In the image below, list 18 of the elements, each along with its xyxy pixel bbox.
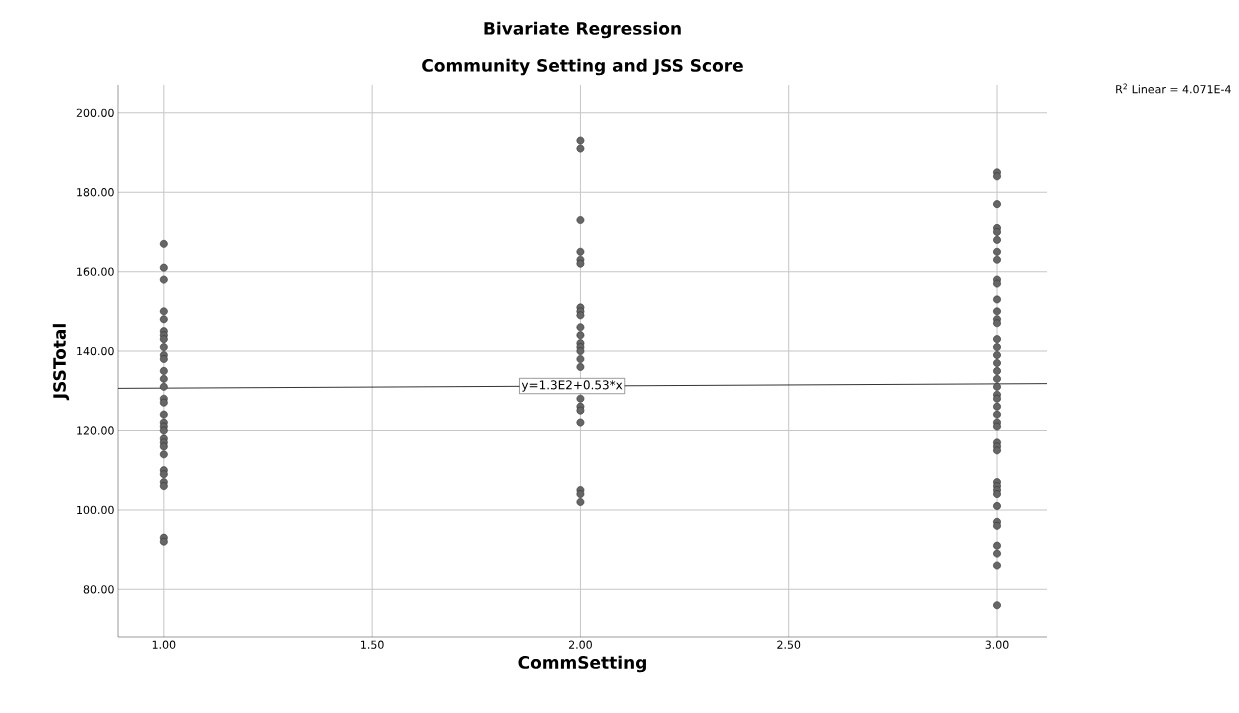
y-tick-label: 140.00	[77, 346, 114, 356]
chart-subtitle: Community Setting and JSS Score	[422, 58, 743, 76]
x-tick-label: 1.00	[152, 640, 176, 649]
x-tick-label: 2.50	[777, 640, 801, 649]
annotation: y=1.3E2+0.53*x	[521, 380, 623, 392]
y-tick-label: 120.00	[77, 426, 114, 435]
y-tick-label: 200.00	[76, 108, 114, 117]
y-tick-label: 160.00	[77, 267, 114, 276]
y-tick-label: 180.00	[77, 188, 114, 197]
x-tick-label: 3.00	[985, 640, 1009, 649]
y-tick-label: 100.00	[77, 505, 114, 515]
x-tick-label: 1.50	[361, 640, 384, 649]
text: R$^{2}$ Linear = 4.071E-4	[1116, 83, 1231, 94]
chart-title: Bivariate Regression	[484, 21, 681, 39]
y-tick-label: 80.00	[83, 585, 114, 594]
x-axis-title: CommSetting	[518, 655, 646, 673]
x-tick-label: 2.00	[568, 640, 592, 649]
y-axis-title: JSSTotal	[52, 324, 70, 401]
